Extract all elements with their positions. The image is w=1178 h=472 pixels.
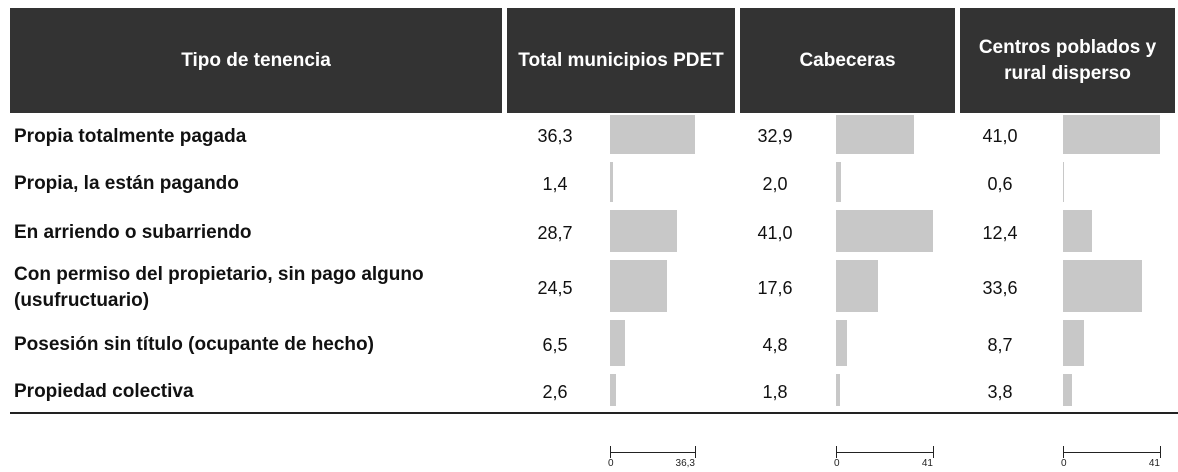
axis-tick-label: 36,3 [675,458,695,469]
table-bottom-rule [10,412,1178,414]
row-label: Propiedad colectiva [14,381,194,402]
cell-value: 12,4 [982,222,1018,243]
axis-tick [1062,446,1064,458]
axis-tick-label: 0 [1061,458,1067,469]
cell-value: 36,3 [537,126,573,146]
data-bar [836,162,841,202]
cell-value: 1,4 [542,173,568,194]
axis-tick [1159,446,1161,458]
axis-tick [835,446,837,458]
data-bar [836,260,878,312]
header-cell: Centros poblados y rural disperso [960,8,1175,113]
data-bar [1063,210,1093,252]
header-cell: Tipo de tenencia [10,8,502,113]
data-bar [836,210,933,252]
cell-value: 4,8 [762,334,788,355]
data-bar [1063,260,1143,312]
row-label: Propia totalmente pagada [14,125,247,147]
row-label: Propia, la están pagando [14,173,239,194]
data-bar [1063,115,1160,154]
cell-value: 0,6 [987,173,1013,194]
cell-value: 24,5 [537,277,573,298]
axis-line [836,452,933,453]
cell-value: 41,0 [982,126,1018,146]
axis-line [1063,452,1160,453]
data-bar [1063,162,1065,202]
data-bar [610,210,678,252]
data-bar [836,320,848,366]
axis-tick-label: 0 [608,458,614,469]
data-bar [610,260,668,312]
cell-value: 28,7 [537,222,573,243]
cell-value: 1,8 [762,381,788,402]
cell-value: 2,0 [762,173,788,194]
axis-line [610,452,695,453]
cell-value: 8,7 [987,334,1013,355]
row-label: En arriendo o subarriendo [14,222,252,243]
cell-value: 41,0 [757,222,793,243]
row-label: Posesión sin título (ocupante de hecho) [14,334,374,355]
data-bar [610,115,695,154]
data-bar [610,162,614,202]
header-cell: Total municipios PDET [507,8,735,113]
data-bar [836,115,914,154]
data-bar [610,374,617,406]
row-label: Con permiso del propietario, sin pago al… [14,264,424,311]
axis-tick-label: 0 [834,458,840,469]
data-bar [1063,320,1084,366]
header-cell: Cabeceras [740,8,955,113]
cell-value: 17,6 [757,277,793,298]
cell-value: 33,6 [982,277,1018,298]
axis-tick-label: 41 [1148,458,1160,469]
cell-value: 2,6 [542,381,568,402]
axis-tick [609,446,611,458]
axis-tick [932,446,934,458]
cell-value: 32,9 [757,126,793,146]
data-bar [610,320,626,366]
data-bar [1063,374,1072,406]
cell-value: 6,5 [542,334,568,355]
axis-tick [694,446,696,458]
axis-tick-label: 41 [921,458,933,469]
cell-value: 3,8 [987,381,1013,402]
data-bar [836,374,841,406]
